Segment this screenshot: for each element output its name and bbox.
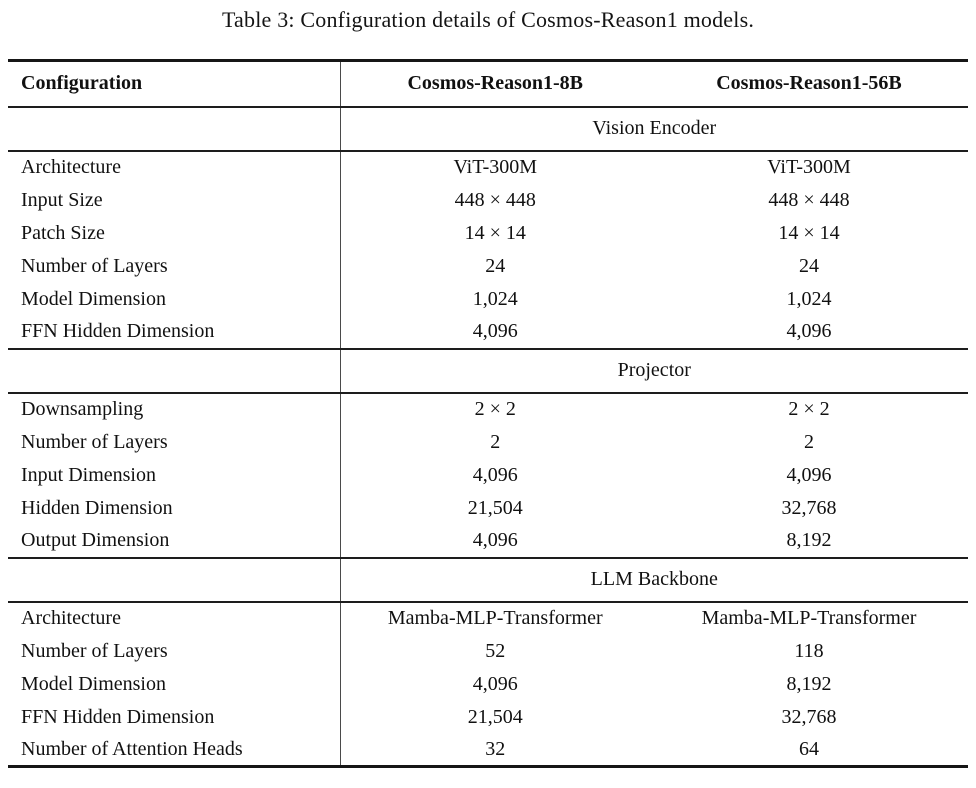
row-label: Input Dimension	[21, 463, 156, 486]
row-label: Patch Size	[21, 221, 105, 244]
cell-value-8b: 4,096	[339, 524, 650, 558]
table-row: Hidden Dimension 21,504 32,768	[8, 491, 968, 525]
column-header-cosmos-reason1-56b: Cosmos-Reason1-56B	[650, 60, 968, 108]
column-header-configuration: Configuration	[8, 60, 340, 108]
row-label: Output Dimension	[21, 529, 170, 551]
table-header-row: Configuration Cosmos-Reason1-8B Cosmos-R…	[8, 60, 968, 108]
table-row: Number of Layers 24 24	[8, 249, 968, 283]
table-row: Input Size 448 × 448 448 × 448	[8, 183, 968, 217]
row-label: FFN Hidden Dimension	[21, 705, 215, 728]
section-row-spacer	[8, 105, 340, 152]
row-label: Model Dimension	[21, 287, 166, 310]
table-row: Architecture Mamba-MLP-Transformer Mamba…	[8, 601, 968, 635]
table-row: Downsampling 2 × 2 2 × 2	[8, 392, 968, 426]
cell-value-56b: 32,768	[781, 496, 837, 519]
cell-value-8b: 2	[339, 425, 650, 459]
cell-value-8b: 21,504	[339, 491, 650, 525]
row-label: Model Dimension	[21, 672, 166, 695]
cell-value-8b: Mamba-MLP-Transformer	[339, 601, 650, 635]
config-table: Configuration Cosmos-Reason1-8B Cosmos-R…	[8, 59, 968, 768]
section-header-row: Vision Encoder	[8, 105, 968, 152]
cell-value-8b: 1,024	[339, 282, 650, 316]
cell-value-8b: 32	[339, 733, 650, 767]
row-label: Architecture	[21, 607, 121, 629]
section-header-row: LLM Backbone	[8, 556, 968, 603]
section-title: Projector	[339, 347, 968, 394]
cell-value-56b: 32,768	[781, 705, 837, 728]
cell-value-56b: 2 × 2	[788, 398, 830, 420]
table-row: Number of Layers 52 118	[8, 634, 968, 668]
cell-value-56b: 14 × 14	[778, 221, 840, 244]
cell-value-56b: 4,096	[786, 320, 832, 342]
row-label: Number of Layers	[21, 639, 168, 662]
section-title: LLM Backbone	[339, 556, 968, 603]
cell-value-8b: 24	[339, 249, 650, 283]
table-caption: Table 3: Configuration details of Cosmos…	[221, 7, 755, 32]
row-label: Number of Layers	[21, 254, 168, 277]
cell-value-8b: 4,096	[339, 458, 650, 492]
cell-value-8b: 14 × 14	[339, 216, 650, 250]
table-row: Number of Layers 2 2	[8, 425, 968, 459]
cell-value-8b: 4,096	[339, 315, 650, 349]
row-label: Hidden Dimension	[21, 496, 173, 519]
cell-value-56b: 64	[799, 737, 819, 760]
row-label: Downsampling	[21, 398, 144, 420]
cell-value-8b: ViT-300M	[339, 150, 650, 184]
section-header-row: Projector	[8, 347, 968, 394]
cell-value-56b: 4,096	[786, 463, 832, 486]
cell-value-8b: 4,096	[339, 667, 650, 701]
table-row: Patch Size 14 × 14 14 × 14	[8, 216, 968, 250]
cell-value-56b: Mamba-MLP-Transformer	[701, 607, 917, 629]
row-label: FFN Hidden Dimension	[21, 320, 215, 342]
section-title: Vision Encoder	[339, 105, 968, 152]
cell-value-56b: 24	[799, 254, 819, 277]
row-label: Architecture	[21, 156, 121, 178]
cell-value-56b: 8,192	[786, 529, 832, 551]
column-header-cosmos-reason1-8b: Cosmos-Reason1-8B	[339, 60, 650, 108]
row-label: Number of Attention Heads	[21, 737, 243, 760]
table-row: Architecture ViT-300M ViT-300M	[8, 150, 968, 184]
cell-value-56b: 1,024	[786, 287, 832, 310]
cell-value-8b: 52	[339, 634, 650, 668]
table-row: Model Dimension 4,096 8,192	[8, 667, 968, 701]
table-row: Input Dimension 4,096 4,096	[8, 458, 968, 492]
cell-value-56b: 118	[794, 639, 824, 662]
cell-value-56b: ViT-300M	[767, 156, 851, 178]
table-row: FFN Hidden Dimension 21,504 32,768	[8, 700, 968, 734]
cell-value-8b: 448 × 448	[339, 183, 650, 217]
cell-value-56b: 2	[804, 430, 814, 453]
row-label: Input Size	[21, 188, 103, 211]
cell-value-56b: 448 × 448	[768, 188, 850, 211]
cell-value-8b: 21,504	[339, 700, 650, 734]
table-row: Number of Attention Heads 32 64	[8, 733, 968, 767]
cell-value-56b: 8,192	[786, 672, 832, 695]
table-row: FFN Hidden Dimension 4,096 4,096	[8, 315, 968, 349]
section-row-spacer	[8, 347, 340, 394]
row-label: Number of Layers	[21, 430, 168, 453]
table-row: Model Dimension 1,024 1,024	[8, 282, 968, 316]
section-row-spacer	[8, 556, 340, 603]
table-row: Output Dimension 4,096 8,192	[8, 524, 968, 558]
cell-value-8b: 2 × 2	[339, 392, 650, 426]
